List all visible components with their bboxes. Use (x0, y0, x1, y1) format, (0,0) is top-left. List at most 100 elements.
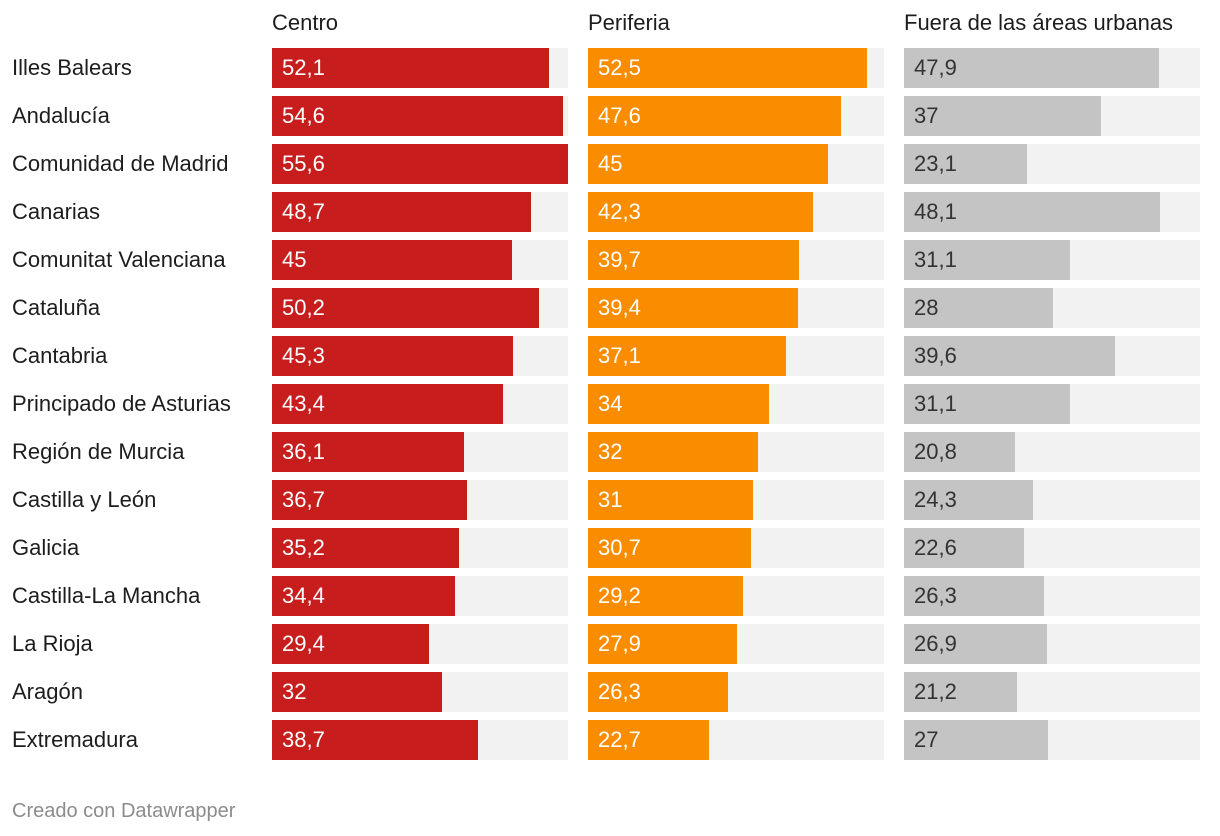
bar-track: 52,1 (272, 48, 568, 88)
bar-value-label: 31,1 (914, 391, 957, 416)
bar-track: 48,1 (904, 192, 1200, 232)
bar-track: 31 (588, 480, 884, 520)
bar (272, 480, 467, 520)
bar-track: 45 (588, 144, 884, 184)
bar-value-label: 50,2 (282, 295, 325, 320)
bar-track: 22,6 (904, 528, 1200, 568)
bar-track: 32 (272, 672, 568, 712)
row-label: Galicia (12, 535, 80, 560)
bar (904, 672, 1017, 712)
bar-track: 29,4 (272, 624, 568, 664)
bar (904, 432, 1015, 472)
bar-value-label: 36,1 (282, 439, 325, 464)
bar-value-label: 26,9 (914, 631, 957, 656)
bar-value-label: 43,4 (282, 391, 325, 416)
bar-value-label: 28 (914, 295, 939, 320)
bar-value-label: 35,2 (282, 535, 325, 560)
bar-value-label: 47,6 (598, 103, 641, 128)
bar (588, 672, 728, 712)
row-label: Cantabria (12, 343, 108, 368)
bar-value-label: 22,7 (598, 727, 641, 752)
row-label: Cataluña (12, 295, 101, 320)
bar-track: 39,4 (588, 288, 884, 328)
bar-value-label: 48,7 (282, 199, 325, 224)
bar-value-label: 34 (598, 391, 623, 416)
bar-value-label: 52,1 (282, 55, 325, 80)
bar-track: 26,9 (904, 624, 1200, 664)
bar-value-label: 26,3 (914, 583, 957, 608)
bar-value-label: 21,2 (914, 679, 957, 704)
bar (588, 144, 828, 184)
bar (904, 336, 1115, 376)
bar (272, 336, 513, 376)
bar (588, 480, 753, 520)
bar-track: 24,3 (904, 480, 1200, 520)
bar-track: 55,6 (272, 144, 568, 184)
bar-track: 22,7 (588, 720, 884, 760)
bar-track: 36,7 (272, 480, 568, 520)
bar-track: 39,7 (588, 240, 884, 280)
bar-track: 37 (904, 96, 1200, 136)
bar (272, 240, 512, 280)
bar-track: 38,7 (272, 720, 568, 760)
column-header-1: Periferia (588, 10, 670, 35)
bar-value-label: 29,2 (598, 583, 641, 608)
bar-value-label: 31 (598, 487, 623, 512)
bar-value-label: 38,7 (282, 727, 325, 752)
bar-track: 47,6 (588, 96, 884, 136)
bar (904, 288, 1053, 328)
bar-track: 37,1 (588, 336, 884, 376)
bar (588, 288, 798, 328)
bar-track: 43,4 (272, 384, 568, 424)
row-label: Extremadura (12, 727, 138, 752)
bar (904, 528, 1024, 568)
bar-track: 36,1 (272, 432, 568, 472)
bar (588, 48, 867, 88)
bar-value-label: 45 (282, 247, 307, 272)
row-label: Comunitat Valenciana (12, 247, 226, 272)
row-label: Andalucía (12, 103, 110, 128)
bar-track: 27 (904, 720, 1200, 760)
bar (904, 144, 1027, 184)
row-label: Aragón (12, 679, 83, 704)
bar-track: 45,3 (272, 336, 568, 376)
bar-value-label: 47,9 (914, 55, 957, 80)
bar-value-label: 20,8 (914, 439, 957, 464)
bar (904, 720, 1048, 760)
row-label: Castilla-La Mancha (12, 583, 201, 608)
bar-track: 42,3 (588, 192, 884, 232)
bar-value-label: 39,6 (914, 343, 957, 368)
bar-value-label: 48,1 (914, 199, 957, 224)
bar-track: 35,2 (272, 528, 568, 568)
bar-track: 47,9 (904, 48, 1200, 88)
bar-track: 52,5 (588, 48, 884, 88)
bar-value-label: 24,3 (914, 487, 957, 512)
bar-value-label: 31,1 (914, 247, 957, 272)
bar-track: 21,2 (904, 672, 1200, 712)
bar (904, 96, 1101, 136)
bar (588, 240, 799, 280)
bar-value-label: 39,4 (598, 295, 641, 320)
bar (272, 192, 531, 232)
bar (272, 288, 539, 328)
bar-value-label: 45 (598, 151, 623, 176)
bar-track: 28 (904, 288, 1200, 328)
bar-value-label: 30,7 (598, 535, 641, 560)
bar-track: 23,1 (904, 144, 1200, 184)
bar-value-label: 52,5 (598, 55, 641, 80)
bar-track: 32 (588, 432, 884, 472)
bar-value-label: 55,6 (282, 151, 325, 176)
row-label: Castilla y León (12, 487, 157, 512)
bar-track: 31,1 (904, 240, 1200, 280)
bar-track: 26,3 (904, 576, 1200, 616)
bar-track: 31,1 (904, 384, 1200, 424)
row-label: Región de Murcia (12, 439, 185, 464)
bar (272, 720, 478, 760)
bar-value-label: 54,6 (282, 103, 325, 128)
bar-value-label: 39,7 (598, 247, 641, 272)
bar (588, 192, 813, 232)
bar-value-label: 27,9 (598, 631, 641, 656)
bar-value-label: 23,1 (914, 151, 957, 176)
bar-track: 27,9 (588, 624, 884, 664)
bar-track: 50,2 (272, 288, 568, 328)
